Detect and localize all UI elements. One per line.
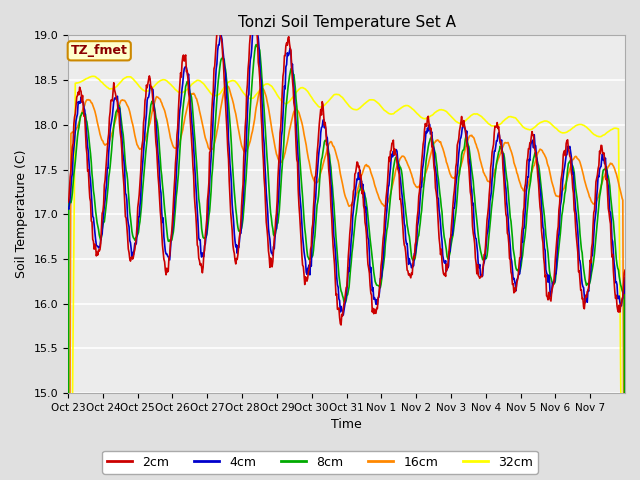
Text: TZ_fmet: TZ_fmet	[71, 44, 128, 57]
Legend: 2cm, 4cm, 8cm, 16cm, 32cm: 2cm, 4cm, 8cm, 16cm, 32cm	[102, 451, 538, 474]
Y-axis label: Soil Temperature (C): Soil Temperature (C)	[15, 150, 28, 278]
Title: Tonzi Soil Temperature Set A: Tonzi Soil Temperature Set A	[237, 15, 456, 30]
X-axis label: Time: Time	[331, 419, 362, 432]
